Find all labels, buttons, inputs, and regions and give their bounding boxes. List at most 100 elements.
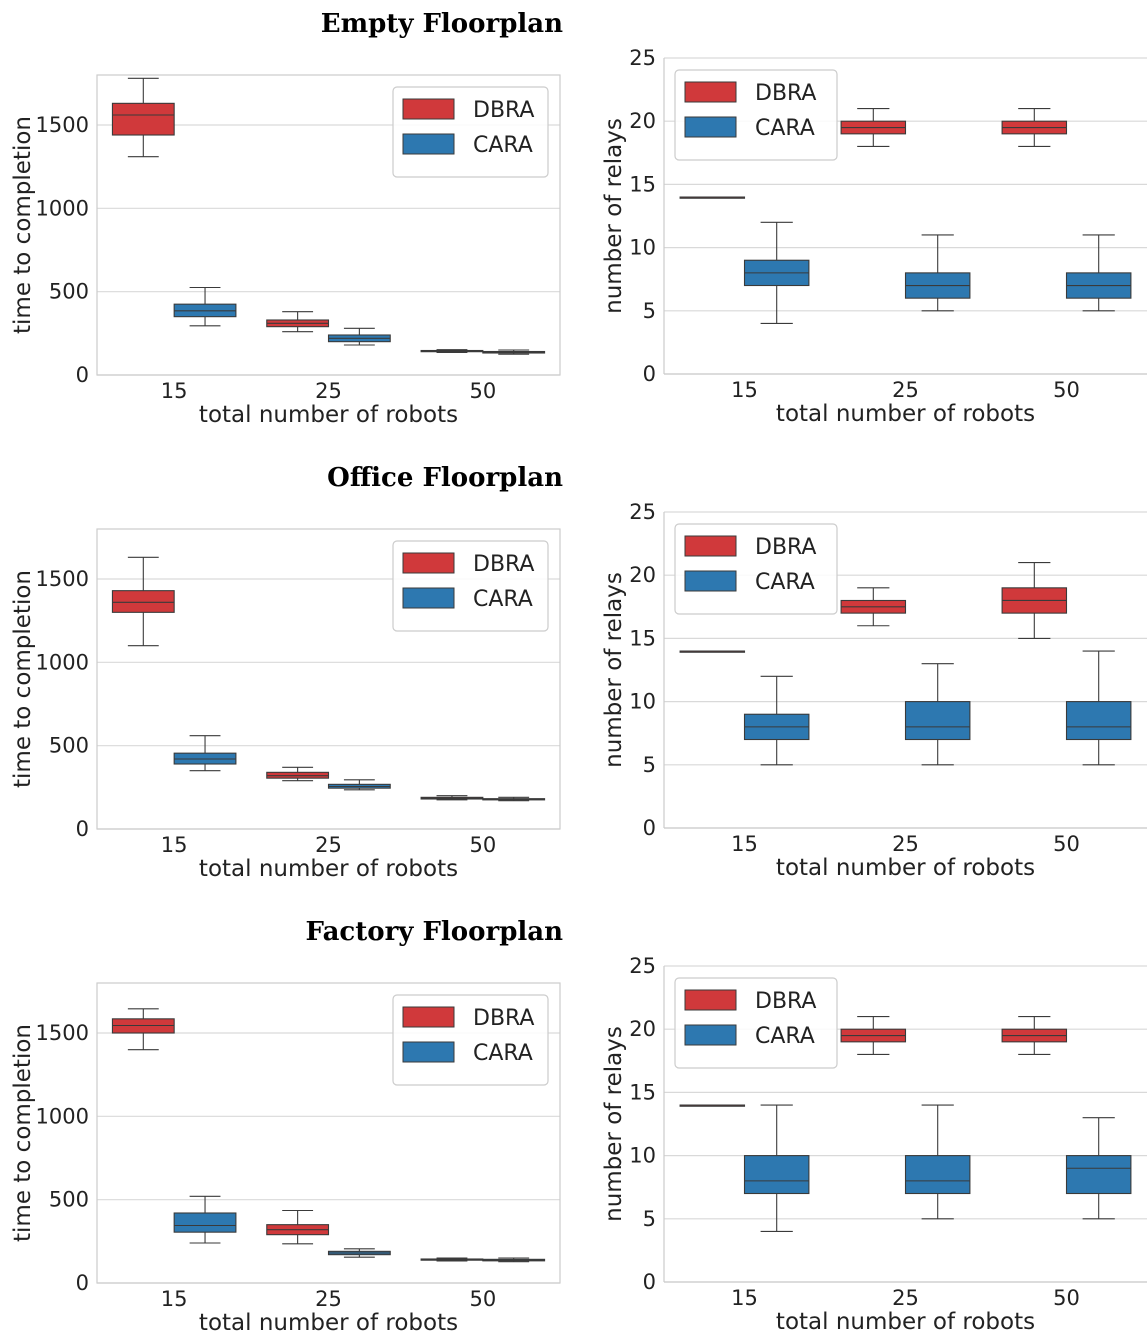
box-dbra-50 [420, 1257, 484, 1262]
box-dbra-50 [1001, 562, 1068, 639]
legend-swatch [402, 98, 455, 120]
axes-frame [96, 74, 561, 376]
box-dbra-25 [840, 1016, 907, 1056]
legend-swatch [684, 1024, 737, 1046]
legend: DBRA CARA [674, 69, 838, 161]
box-dbra-25 [266, 766, 330, 782]
box-dbra-25 [840, 587, 907, 627]
x-tick-label: 50 [1053, 832, 1080, 856]
box-cara-50 [482, 1257, 546, 1263]
y-axis-label: number of relays [601, 118, 627, 314]
legend-swatch [402, 1041, 455, 1063]
y-tick-label: 10 [629, 1144, 656, 1168]
x-axis-label: total number of robots [776, 1309, 1035, 1335]
x-tick-label: 25 [892, 1286, 919, 1310]
x-tick-label: 50 [1053, 1286, 1080, 1310]
y-tick-label: 0 [643, 362, 656, 386]
row-title: Office Floorplan [327, 463, 563, 493]
box-cara-50 [482, 349, 546, 355]
x-axis-label: total number of robots [199, 402, 458, 428]
y-tick-label: 1000 [36, 650, 89, 674]
box-cara-25 [904, 1104, 971, 1220]
box-cara-15 [173, 1195, 237, 1244]
box-cara-50 [1065, 1117, 1132, 1220]
y-tick-label: 1000 [36, 196, 89, 220]
box-dbra-15 [111, 556, 175, 647]
box-dbra-50 [1001, 1016, 1068, 1056]
x-tick-label: 50 [469, 833, 496, 857]
y-axis-label: time to completion [10, 1024, 36, 1242]
box-dbra-50 [1001, 108, 1068, 148]
box-cara-15 [173, 735, 237, 772]
box-cara-15 [743, 221, 810, 324]
y-tick-label: 20 [629, 1017, 656, 1041]
y-tick-label: 500 [49, 1188, 89, 1212]
x-tick-label: 15 [731, 378, 758, 402]
x-tick-label: 15 [161, 379, 188, 403]
legend: DBRA CARA [674, 523, 838, 615]
y-tick-label: 1500 [36, 113, 89, 137]
legend: DBRA CARA [392, 994, 549, 1086]
legend: DBRA CARA [392, 540, 549, 632]
legend-label: CARA [473, 587, 533, 612]
y-tick-label: 0 [76, 363, 89, 387]
box-cara-15 [173, 286, 237, 327]
y-tick-label: 500 [49, 280, 89, 304]
y-tick-label: 25 [629, 46, 656, 70]
y-tick-label: 1000 [36, 1104, 89, 1128]
y-axis-label: number of relays [601, 1026, 627, 1222]
chart-2-time: Office Floorplan 0 500 1000 1500 15 25 50 total … [10, 463, 563, 882]
legend-label: CARA [755, 1024, 815, 1049]
y-tick-label: 5 [643, 299, 656, 323]
x-tick-label: 15 [731, 1286, 758, 1310]
x-tick-label: 25 [315, 379, 342, 403]
x-axis-label: total number of robots [199, 1310, 458, 1336]
box-body [173, 1212, 237, 1233]
axes-frame [96, 982, 561, 1284]
box-dbra-15 [111, 77, 175, 158]
box-cara-50 [1065, 234, 1132, 312]
box-dbra-15 [679, 650, 746, 653]
box-cara-15 [743, 1104, 810, 1232]
x-tick-label: 15 [161, 1287, 188, 1311]
y-tick-label: 15 [629, 626, 656, 650]
box-body [1065, 701, 1132, 741]
y-tick-label: 15 [629, 172, 656, 196]
legend-label: CARA [473, 133, 533, 158]
legend-swatch [684, 81, 737, 103]
y-tick-label: 1500 [36, 1021, 89, 1045]
x-tick-label: 25 [892, 378, 919, 402]
chart-3-time: Factory Floorplan 0 500 1000 1500 15 25 50 total… [10, 917, 563, 1336]
box-body [111, 590, 175, 613]
x-axis-label: total number of robots [199, 856, 458, 882]
legend-label: DBRA [473, 98, 534, 123]
y-axis-label: number of relays [601, 572, 627, 768]
x-tick-label: 15 [161, 833, 188, 857]
legend-swatch [402, 1006, 455, 1028]
box-body [904, 701, 971, 741]
y-axis-label: time to completion [10, 570, 36, 788]
box-dbra-15 [679, 196, 746, 199]
x-tick-label: 15 [731, 832, 758, 856]
box-body [1065, 1155, 1132, 1195]
legend: DBRA CARA [392, 86, 549, 178]
chart-3-relays: 0 5 10 15 20 25 15 25 50 total number of robots nu… [601, 954, 1147, 1335]
x-tick-label: 50 [469, 379, 496, 403]
y-tick-label: 1500 [36, 567, 89, 591]
box-cara-25 [904, 663, 971, 766]
box-cara-50 [482, 796, 546, 802]
legend-swatch [402, 587, 455, 609]
chart-1-relays: 0 5 10 15 20 25 15 25 50 total number of robots nu… [601, 46, 1147, 427]
box-dbra-15 [111, 1008, 175, 1051]
box-cara-25 [327, 1248, 391, 1258]
row-title: Factory Floorplan [306, 917, 564, 947]
x-tick-label: 25 [315, 1287, 342, 1311]
y-tick-label: 5 [643, 1207, 656, 1231]
box-dbra-50 [420, 349, 484, 354]
axes-frame [96, 528, 561, 830]
chart-1-time: Empty Floorplan 0 500 1000 1500 15 25 50 total n… [10, 9, 563, 428]
legend-swatch [684, 570, 737, 592]
legend-label: DBRA [473, 1006, 534, 1031]
box-cara-25 [327, 779, 391, 791]
